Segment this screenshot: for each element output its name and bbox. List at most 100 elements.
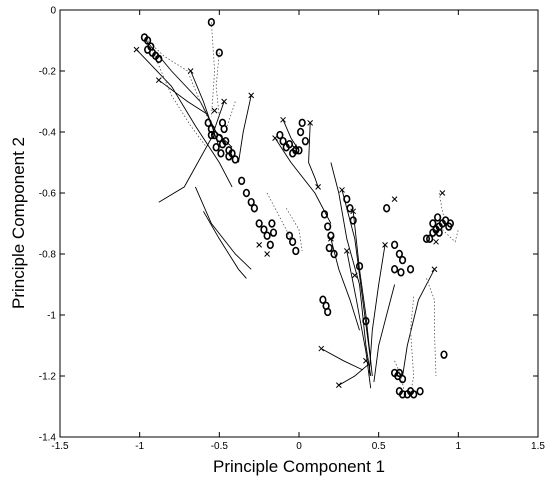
data-point-circle bbox=[391, 240, 399, 250]
data-point-cross bbox=[272, 135, 278, 141]
y-tick-label: -0.4 bbox=[39, 128, 57, 139]
data-point-circle bbox=[349, 216, 357, 225]
trajectory-solid bbox=[338, 363, 370, 386]
data-point-cross bbox=[335, 382, 342, 389]
y-tick-label: -1.4 bbox=[39, 433, 57, 444]
data-point-circle bbox=[301, 136, 309, 146]
data-point-circle bbox=[422, 234, 431, 243]
trajectory-solid bbox=[346, 250, 372, 389]
x-tick-label: 0 bbox=[296, 441, 302, 452]
trajectory-solid bbox=[136, 49, 233, 188]
data-point-circle bbox=[398, 390, 407, 399]
data-point-circle bbox=[204, 118, 212, 128]
trajectory-solid bbox=[274, 137, 332, 224]
trajectory-dotted bbox=[426, 278, 437, 377]
data-point-circle bbox=[440, 350, 448, 359]
data-point-cross bbox=[343, 248, 350, 254]
data-point-circle bbox=[207, 130, 215, 140]
data-point-circle bbox=[263, 231, 271, 240]
data-point-circle bbox=[446, 219, 454, 228]
data-point-cross bbox=[439, 190, 446, 196]
data-point-circle bbox=[276, 130, 284, 140]
y-axis-label: Principle Component 2 bbox=[9, 137, 28, 309]
trajectory-lines bbox=[136, 22, 459, 395]
data-point-cross bbox=[248, 92, 255, 99]
trajectory-solid bbox=[330, 238, 360, 331]
data-point-circle bbox=[231, 155, 239, 164]
data-point-circle bbox=[355, 262, 364, 271]
trajectory-solid bbox=[321, 348, 363, 371]
data-point-circle bbox=[324, 222, 332, 231]
trajectory-dotted bbox=[266, 192, 292, 239]
data-point-circle bbox=[217, 149, 225, 158]
data-point-circle bbox=[320, 210, 329, 219]
data-point-cross bbox=[211, 107, 218, 114]
data-point-circle bbox=[398, 374, 407, 384]
trajectory-solid bbox=[158, 101, 225, 203]
data-point-cross bbox=[351, 272, 358, 279]
data-point-circle bbox=[292, 146, 300, 155]
data-point-circle bbox=[398, 255, 407, 265]
x-tick-label: 1.5 bbox=[531, 441, 545, 452]
trajectory-solid bbox=[194, 186, 252, 270]
x-tick-label: 0.5 bbox=[372, 441, 386, 452]
data-point-cross bbox=[350, 208, 357, 215]
data-point-cross bbox=[382, 241, 388, 248]
data-point-circle bbox=[295, 146, 303, 155]
data-point-circle bbox=[279, 136, 287, 146]
data-point-circle bbox=[395, 249, 403, 259]
data-point-circle bbox=[144, 36, 152, 45]
data-point-cross bbox=[264, 251, 270, 257]
axis-ticks: -1.5 -1 -0.5 0 0.5 1 1.5 -1.4 -1.2 -1 -0.8 -0.6 -0.4… bbox=[39, 6, 545, 453]
y-tick-label: 0 bbox=[50, 6, 56, 17]
data-point-circle bbox=[250, 204, 258, 213]
plot-frame bbox=[59, 9, 539, 438]
data-point-circle bbox=[346, 204, 354, 213]
data-point-cross bbox=[221, 98, 227, 105]
data-point-circle bbox=[289, 237, 297, 247]
trajectory-dotted bbox=[147, 40, 212, 127]
data-point-circle bbox=[266, 240, 274, 250]
trajectory-solid bbox=[308, 122, 319, 188]
trajectory-dotted bbox=[410, 296, 415, 395]
data-point-circle bbox=[285, 231, 294, 240]
x-axis-label: Principle Component 1 bbox=[213, 457, 385, 476]
data-point-circle bbox=[319, 295, 327, 304]
data-point-circle bbox=[155, 54, 163, 63]
trajectory-dotted bbox=[215, 52, 220, 117]
trajectory-solid bbox=[330, 162, 372, 377]
data-point-circle bbox=[268, 219, 276, 228]
data-point-cross bbox=[431, 266, 438, 273]
data-point-circle bbox=[429, 219, 437, 228]
data-point-circle bbox=[426, 234, 434, 243]
x-tick-label: -1 bbox=[135, 441, 144, 452]
trajectory-solid bbox=[203, 211, 247, 279]
x-tick-label: 1 bbox=[456, 441, 462, 452]
data-point-circle bbox=[429, 228, 437, 237]
data-point-circle bbox=[434, 213, 442, 222]
data-point-circle bbox=[406, 265, 415, 274]
data-point-circle bbox=[285, 140, 294, 149]
trajectory-dotted bbox=[226, 101, 236, 127]
data-point-cross bbox=[307, 119, 314, 126]
data-point-circle bbox=[212, 143, 220, 152]
data-point-circle bbox=[416, 387, 424, 396]
y-tick-label: -1.2 bbox=[39, 372, 57, 383]
y-tick-label: -0.8 bbox=[39, 250, 57, 261]
data-point-circle bbox=[242, 188, 251, 198]
trajectory-solid bbox=[368, 244, 386, 377]
data-point-circle bbox=[324, 307, 332, 317]
data-markers bbox=[133, 18, 454, 399]
data-point-circle bbox=[343, 194, 351, 204]
data-point-circle bbox=[330, 249, 338, 259]
data-point-cross bbox=[291, 144, 298, 151]
data-point-circle bbox=[222, 136, 230, 146]
data-point-circle bbox=[395, 368, 403, 378]
trajectory-dotted bbox=[438, 192, 446, 224]
data-point-cross bbox=[433, 238, 439, 245]
data-point-circle bbox=[397, 268, 405, 277]
data-point-cross bbox=[280, 116, 286, 123]
data-point-circle bbox=[228, 149, 236, 158]
data-point-circle bbox=[260, 225, 268, 234]
